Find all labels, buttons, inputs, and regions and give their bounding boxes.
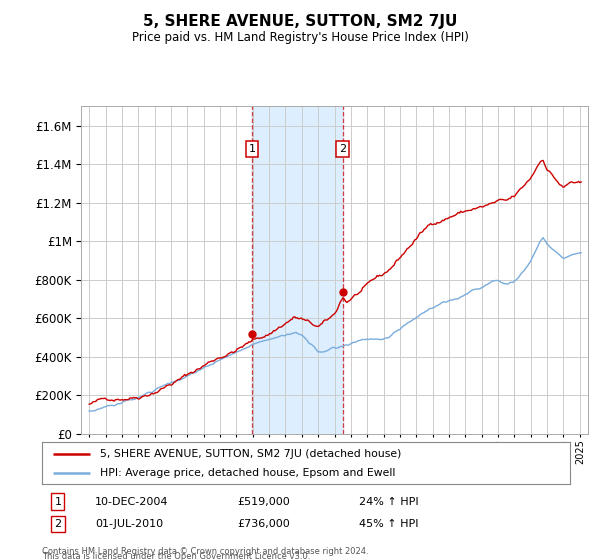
Text: £736,000: £736,000 <box>238 519 290 529</box>
Text: HPI: Average price, detached house, Epsom and Ewell: HPI: Average price, detached house, Epso… <box>100 469 395 478</box>
Text: 24% ↑ HPI: 24% ↑ HPI <box>359 497 418 507</box>
Text: 01-JUL-2010: 01-JUL-2010 <box>95 519 163 529</box>
Text: 5, SHERE AVENUE, SUTTON, SM2 7JU: 5, SHERE AVENUE, SUTTON, SM2 7JU <box>143 14 457 29</box>
Text: Price paid vs. HM Land Registry's House Price Index (HPI): Price paid vs. HM Land Registry's House … <box>131 31 469 44</box>
Bar <box>252 106 343 434</box>
Text: £519,000: £519,000 <box>238 497 290 507</box>
Text: This data is licensed under the Open Government Licence v3.0.: This data is licensed under the Open Gov… <box>42 552 310 560</box>
Text: 10-DEC-2004: 10-DEC-2004 <box>95 497 168 507</box>
Text: 5, SHERE AVENUE, SUTTON, SM2 7JU (detached house): 5, SHERE AVENUE, SUTTON, SM2 7JU (detach… <box>100 449 401 459</box>
Text: 1: 1 <box>55 497 61 507</box>
Text: 45% ↑ HPI: 45% ↑ HPI <box>359 519 418 529</box>
Text: 1: 1 <box>248 144 256 154</box>
Text: 2: 2 <box>339 144 346 154</box>
Text: Contains HM Land Registry data © Crown copyright and database right 2024.: Contains HM Land Registry data © Crown c… <box>42 547 368 556</box>
Text: 2: 2 <box>54 519 61 529</box>
